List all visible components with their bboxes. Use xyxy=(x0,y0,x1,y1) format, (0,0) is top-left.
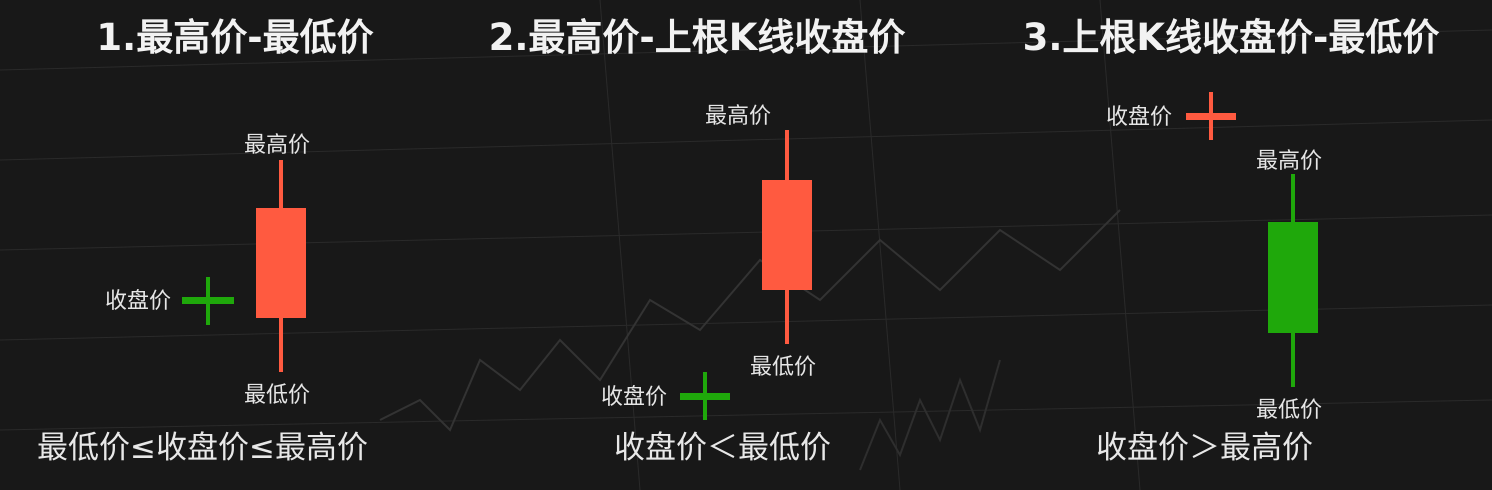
panel-2-upper-wick xyxy=(785,130,789,180)
panel-3-title: 3.上根K线收盘价-最低价 xyxy=(1022,16,1440,59)
panel-2-condition: 收盘价＜最低价 xyxy=(614,430,831,466)
panel-1-lower-wick xyxy=(279,318,283,372)
panel-2-close-marker-stem xyxy=(703,372,707,420)
panel-2-low-label: 最低价 xyxy=(750,355,817,380)
panel-2-candle-body xyxy=(762,180,812,290)
panel-3-lower-wick xyxy=(1291,333,1295,387)
panel-3-low-label: 最低价 xyxy=(1256,398,1323,423)
panel-1-close-label: 收盘价 xyxy=(105,289,172,314)
panel-1-title: 1.最高价-最低价 xyxy=(96,16,374,59)
panel-3-close-marker-stem xyxy=(1209,92,1213,140)
panel-1-close-marker-stem xyxy=(206,277,210,325)
panel-3-close-label: 收盘价 xyxy=(1106,105,1173,130)
panel-1-high-label: 最高价 xyxy=(244,133,311,158)
panel-3-high-label: 最高价 xyxy=(1256,149,1323,174)
panel-1-low-label: 最低价 xyxy=(244,383,311,408)
panel-2-high-label: 最高价 xyxy=(705,104,772,129)
panel-1-candle-body xyxy=(256,208,306,318)
panel-1-upper-wick xyxy=(279,160,283,208)
panel-1-condition: 最低价≤收盘价≤最高价 xyxy=(37,430,368,466)
panel-3-upper-wick xyxy=(1291,174,1295,222)
panel-2-close-label: 收盘价 xyxy=(601,385,668,410)
panel-2-lower-wick xyxy=(785,290,789,344)
panel-2-title: 2.最高价-上根K线收盘价 xyxy=(488,16,906,59)
panel-3-candle-body xyxy=(1268,222,1318,333)
panel-3-condition: 收盘价＞最高价 xyxy=(1096,430,1313,466)
